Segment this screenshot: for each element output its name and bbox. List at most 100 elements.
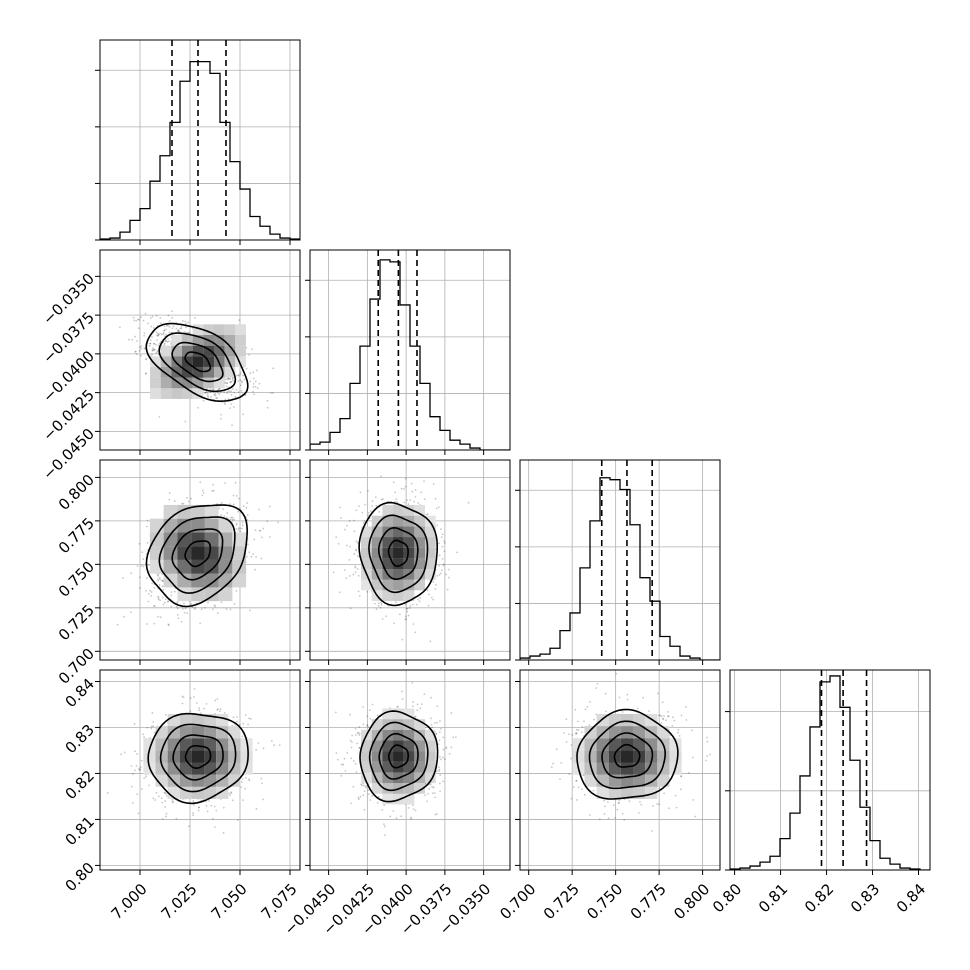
sample-point [432, 483, 435, 485]
sample-point [434, 588, 437, 590]
sample-point [202, 491, 205, 494]
sample-point [268, 536, 271, 538]
sample-point [373, 602, 376, 605]
sample-point [414, 809, 417, 812]
sample-point [362, 522, 365, 524]
sample-point [434, 497, 437, 500]
sample-point [153, 348, 156, 351]
sample-point [157, 595, 159, 598]
density-cell [361, 547, 372, 559]
sample-point [258, 382, 261, 385]
density-cell [216, 774, 229, 787]
sample-point [223, 401, 226, 404]
sample-point [380, 475, 383, 478]
sample-point [241, 524, 244, 527]
density-cell [393, 590, 404, 602]
sample-point [254, 568, 257, 571]
sample-point [175, 605, 178, 608]
density-cell [191, 786, 205, 799]
density-cell [382, 558, 394, 570]
density-cell [228, 726, 241, 739]
density-cell [414, 558, 426, 570]
sample-point [143, 347, 146, 350]
sample-point [393, 622, 395, 625]
sample-point [337, 542, 340, 545]
sample-point [184, 320, 187, 323]
sample-point [141, 788, 143, 790]
sample-point [164, 806, 166, 808]
sample-point [193, 608, 196, 611]
sample-point [253, 393, 256, 396]
sample-point [233, 518, 236, 521]
sample-point [187, 331, 190, 334]
density-cell [361, 579, 372, 591]
sample-point [214, 605, 217, 608]
sample-point [229, 378, 232, 381]
hist-panel-0 [95, 39, 301, 245]
density-cell [191, 587, 205, 602]
sample-point [164, 340, 167, 343]
sample-point [163, 329, 165, 332]
density-cell [177, 573, 192, 588]
sample-point [153, 586, 156, 589]
contour-line [158, 516, 236, 594]
sample-point [140, 564, 143, 567]
sample-point [359, 491, 362, 494]
sample-point [133, 319, 136, 322]
sample-point [229, 380, 232, 383]
sample-point [157, 334, 160, 336]
sample-point [443, 540, 446, 543]
sample-point [236, 716, 238, 718]
sample-point [246, 543, 249, 546]
sample-point [254, 529, 257, 532]
sample-point [158, 583, 161, 586]
sample-point [186, 496, 188, 499]
sample-point [158, 342, 161, 345]
sample-point [130, 572, 133, 575]
sample-point [159, 616, 162, 619]
sample-point [211, 608, 214, 611]
sample-point [136, 340, 138, 342]
contour-line [147, 712, 249, 805]
density-cell [232, 532, 247, 547]
sample-point [249, 372, 252, 374]
sample-point [354, 565, 356, 568]
density-cell [393, 515, 404, 527]
sample-point [136, 565, 139, 567]
density-cell [182, 377, 193, 389]
sample-point [245, 367, 248, 370]
sample-point [229, 407, 231, 410]
sample-point [411, 681, 414, 684]
sample-point [230, 380, 233, 383]
sample-point [165, 333, 167, 336]
sample-point [128, 338, 130, 341]
density-cell [425, 569, 436, 580]
density-cell [371, 537, 383, 548]
sample-point [156, 335, 159, 337]
sample-point [349, 607, 352, 610]
sample-point [162, 588, 165, 591]
sample-point [180, 327, 183, 330]
sample-point [151, 582, 154, 585]
density-cell [232, 546, 247, 560]
sample-point [249, 609, 251, 612]
sample-point [153, 342, 156, 345]
sample-point [197, 406, 200, 409]
sample-point [238, 374, 240, 377]
density-cell [167, 726, 180, 739]
sample-point [165, 324, 168, 327]
sample-point [436, 524, 439, 527]
density-cell [163, 518, 178, 533]
sample-point [371, 500, 374, 502]
sample-point [345, 577, 348, 580]
density-cell [155, 750, 168, 763]
sample-point [236, 720, 238, 723]
sample-point [145, 775, 147, 778]
sample-point [158, 795, 160, 798]
sample-point [440, 536, 443, 539]
sample-point [240, 786, 243, 788]
sample-point [218, 710, 221, 713]
density-cell [224, 366, 236, 378]
sample-point [231, 424, 233, 427]
sample-point [130, 785, 133, 788]
